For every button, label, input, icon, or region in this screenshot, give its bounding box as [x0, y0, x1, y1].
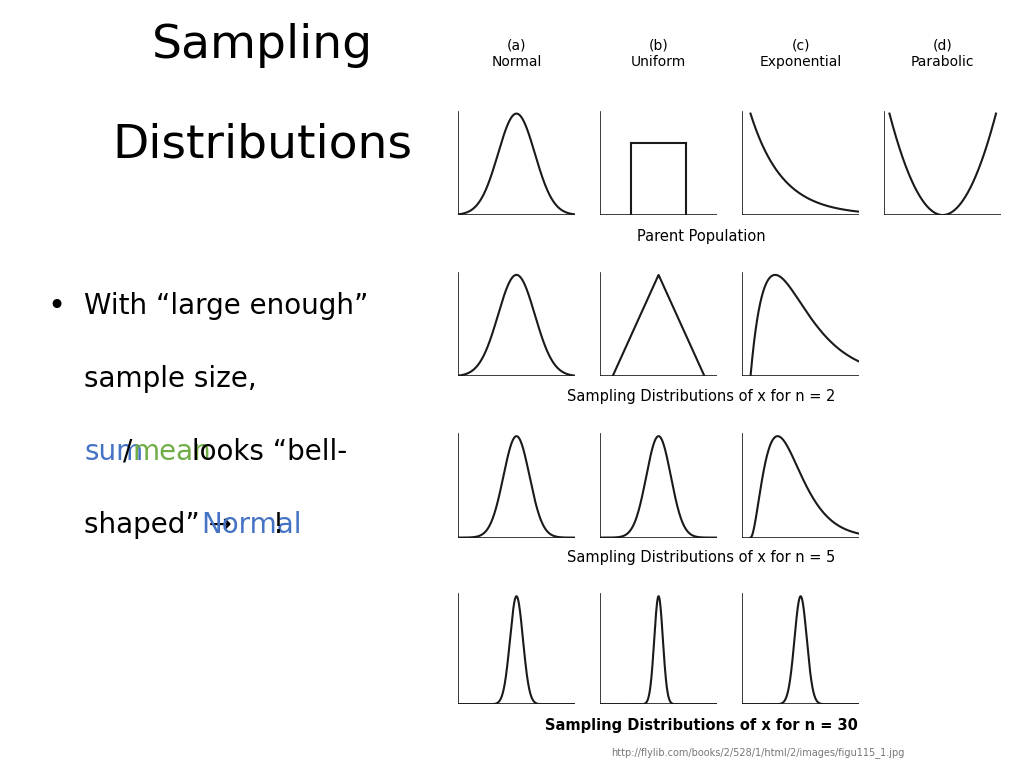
Text: Sampling Distributions of x for n = 5: Sampling Distributions of x for n = 5 [567, 550, 836, 565]
Text: •: • [47, 292, 66, 321]
Text: Sampling Distributions of x for n = 30: Sampling Distributions of x for n = 30 [545, 718, 858, 733]
Text: (a)
Normal: (a) Normal [492, 38, 542, 69]
Text: (d)
Parabolic: (d) Parabolic [911, 38, 975, 69]
Text: Sampling Distributions of x for n = 2: Sampling Distributions of x for n = 2 [567, 389, 836, 404]
Text: Normal: Normal [201, 511, 301, 538]
Text: /: / [123, 438, 132, 465]
Text: sample size,: sample size, [84, 365, 257, 392]
Text: Distributions: Distributions [113, 123, 413, 168]
Text: mean: mean [133, 438, 212, 465]
Text: !: ! [272, 511, 284, 538]
Text: http://flylib.com/books/2/528/1/html/2/images/figu115_1.jpg: http://flylib.com/books/2/528/1/html/2/i… [611, 747, 904, 758]
Text: Parent Population: Parent Population [637, 229, 766, 244]
Text: With “large enough”: With “large enough” [84, 292, 369, 319]
Text: looks “bell-: looks “bell- [183, 438, 348, 465]
Text: Sampling: Sampling [153, 23, 373, 68]
Text: shaped” →: shaped” → [84, 511, 241, 538]
Text: (c)
Exponential: (c) Exponential [760, 38, 842, 69]
Text: sum: sum [84, 438, 143, 465]
Text: (b)
Uniform: (b) Uniform [631, 38, 686, 69]
